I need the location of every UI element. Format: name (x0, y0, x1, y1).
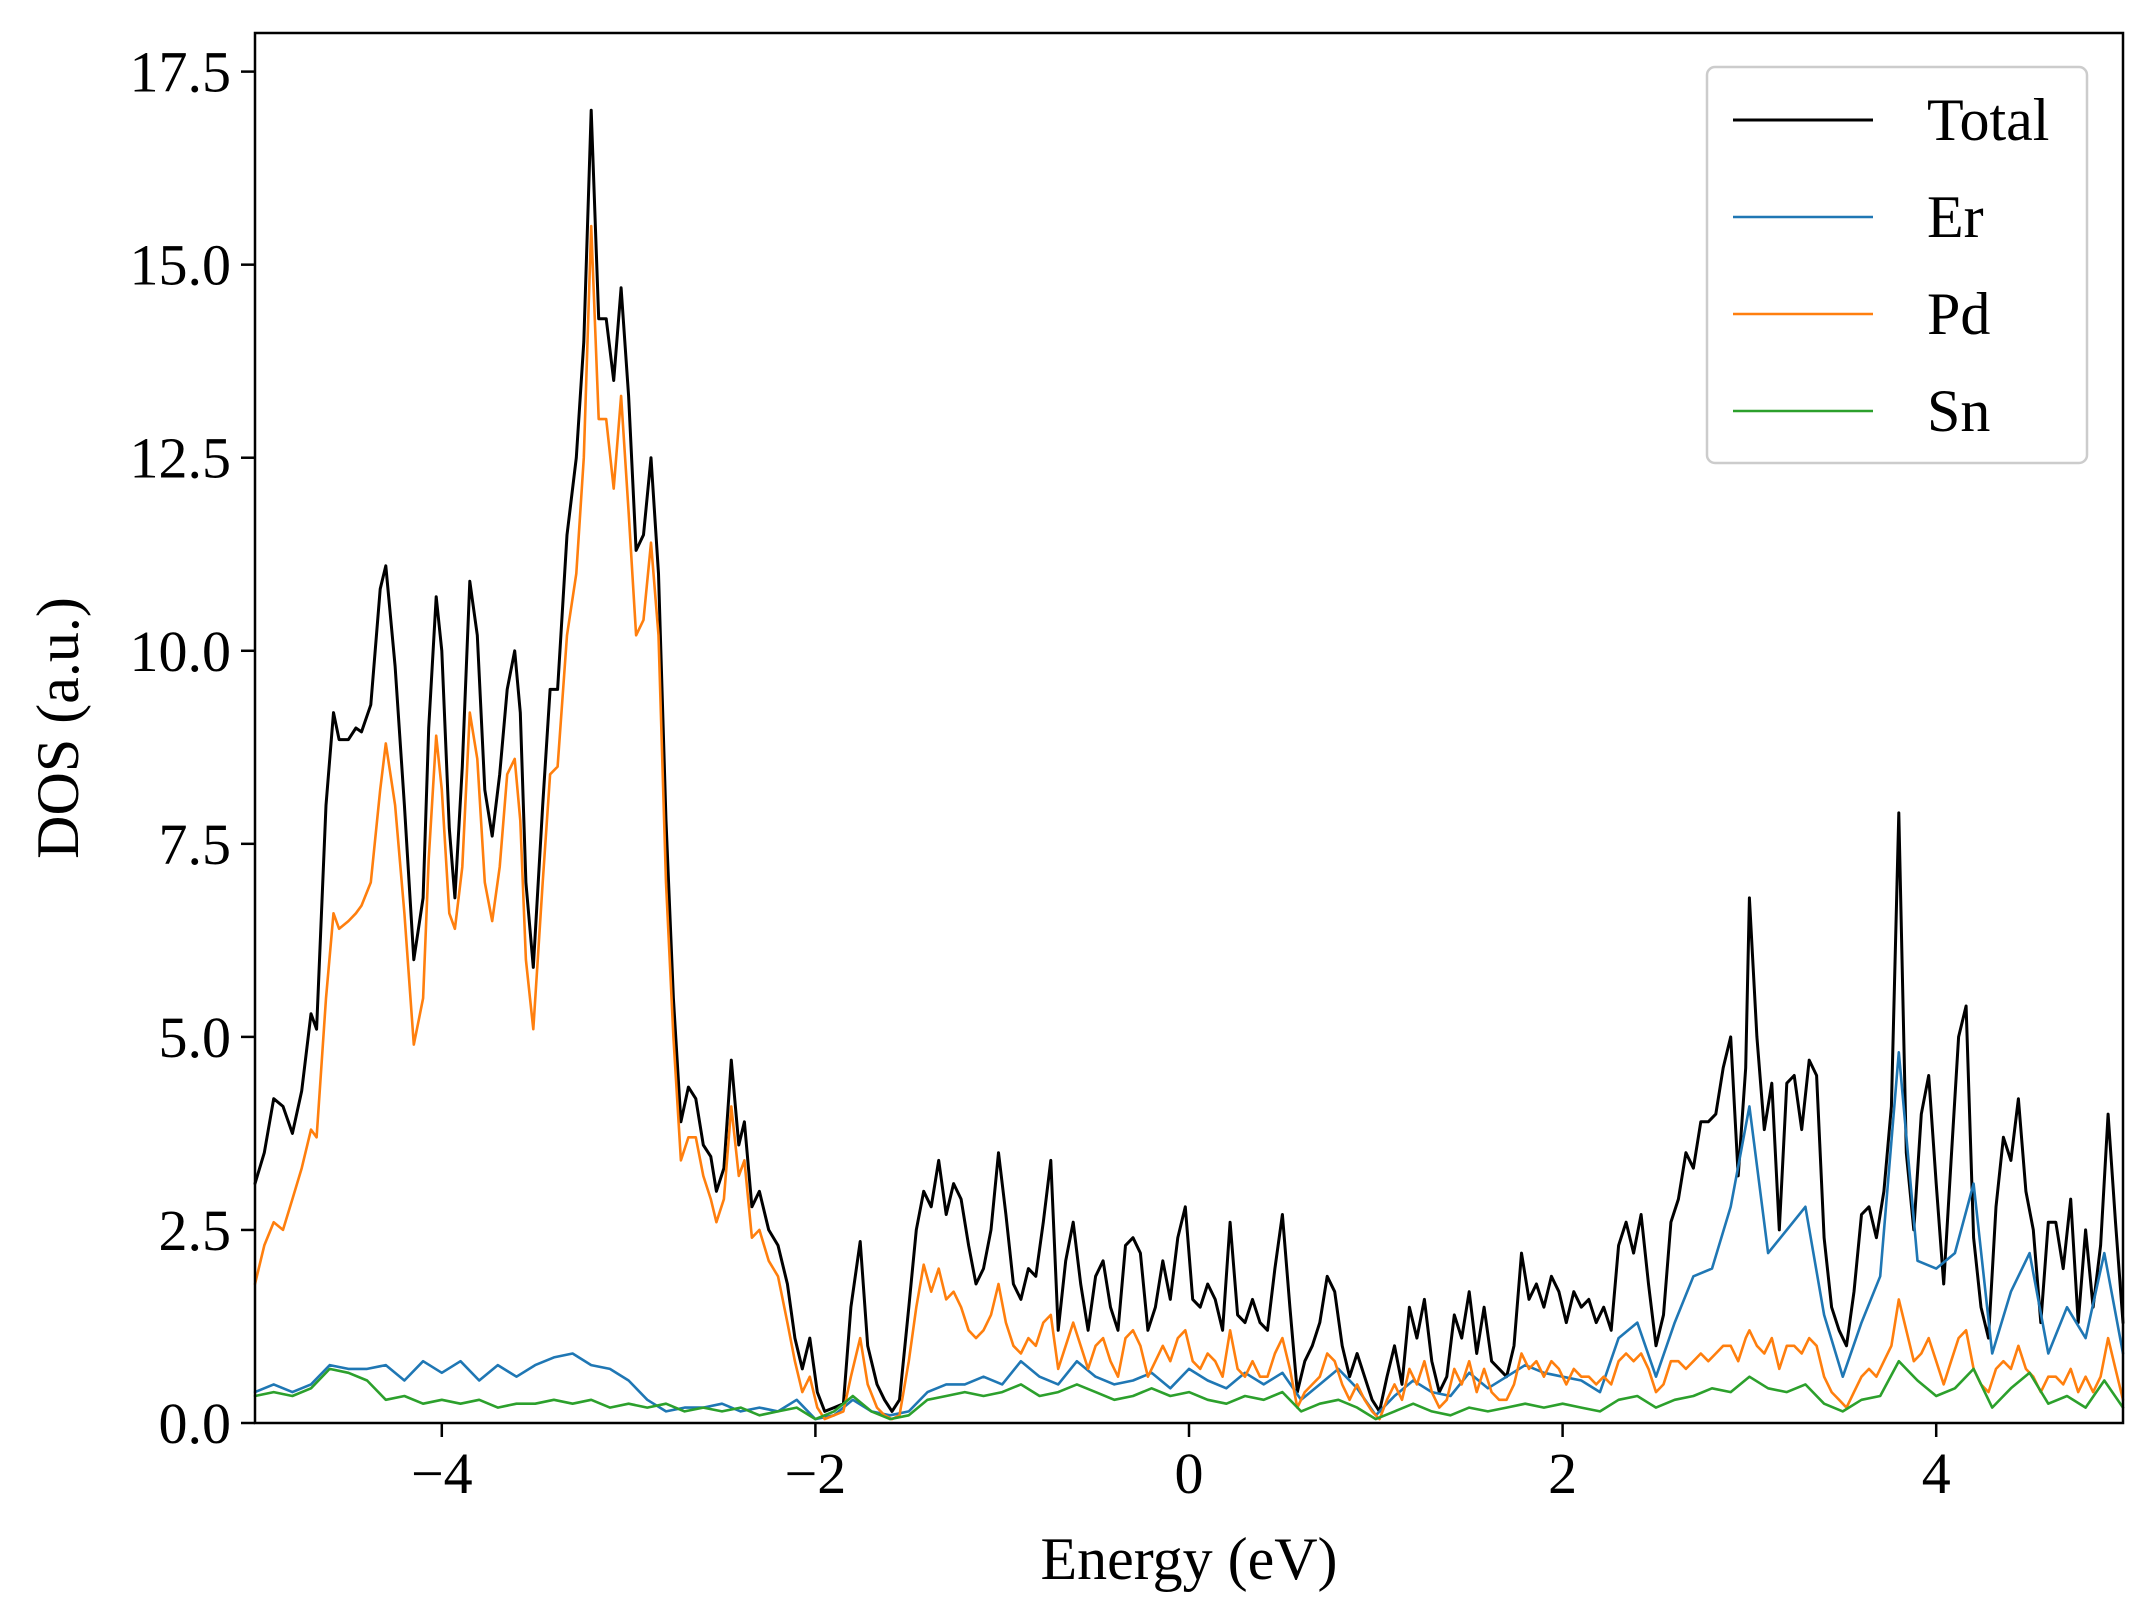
series-line-sn (253, 1359, 2125, 1421)
x-tick-label: −2 (785, 1441, 847, 1506)
legend-label-pd: Pd (1927, 281, 1990, 347)
series-line-pd (253, 224, 2125, 1421)
legend-label-sn: Sn (1927, 378, 1990, 444)
y-axis: 0.0 2.5 5.0 7.5 10.0 12.5 15.0 17.5 (130, 40, 255, 1456)
legend-label-total: Total (1927, 87, 2049, 153)
legend: Total Er Pd Sn (1705, 65, 2089, 465)
y-tick-label: 2.5 (159, 1198, 232, 1263)
x-axis-label: Energy (eV) (1040, 1526, 1337, 1592)
x-axis: −4 −2 0 2 4 (411, 1423, 1951, 1506)
x-tick-label: 0 (1175, 1441, 1204, 1506)
y-tick-label: 15.0 (130, 233, 232, 298)
x-tick-label: 2 (1548, 1441, 1577, 1506)
legend-label-er: Er (1927, 184, 1984, 250)
series-layer (253, 108, 2125, 1421)
y-tick-label: 17.5 (130, 40, 232, 105)
y-tick-label: 0.0 (159, 1391, 232, 1456)
y-tick-label: 10.0 (130, 619, 232, 684)
y-axis-label: DOS (a.u.) (25, 597, 91, 859)
series-line-er (253, 1051, 2125, 1421)
legend-frame (1705, 65, 2089, 465)
x-tick-label: −4 (411, 1441, 473, 1506)
series-line-total (253, 108, 2125, 1413)
y-tick-label: 7.5 (159, 812, 232, 877)
y-tick-label: 12.5 (130, 426, 232, 491)
y-tick-label: 5.0 (159, 1005, 232, 1070)
x-tick-label: 4 (1922, 1441, 1951, 1506)
